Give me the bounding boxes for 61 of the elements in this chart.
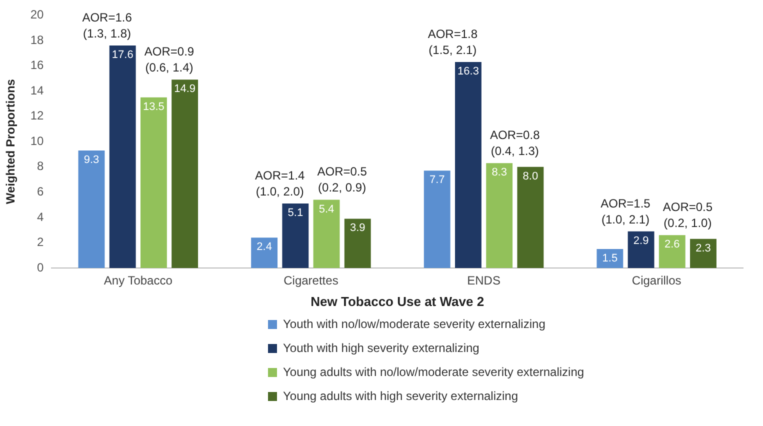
legend-label: Youth with high severity externalizing — [283, 341, 480, 355]
y-tick-label: 16 — [30, 58, 44, 72]
bar — [486, 163, 513, 268]
annotation: AOR=0.9 (0.6, 1.4) — [144, 44, 194, 75]
bar — [596, 249, 624, 268]
y-tick-label: 2 — [37, 235, 44, 250]
annotation: AOR=1.4 (1.0, 2.0) — [255, 168, 306, 199]
y-tick-label: 14 — [30, 83, 44, 98]
data-label: 3.9 — [350, 222, 366, 234]
data-label: 5.4 — [318, 203, 334, 216]
annotation: AOR=0.8 (0.4, 1.3) — [490, 128, 540, 158]
data-label: 9.3 — [84, 154, 100, 166]
bar — [251, 238, 278, 268]
annotation: AOR=0.5 (0.2, 0.9) — [317, 164, 368, 195]
bar — [140, 97, 167, 268]
bar — [628, 231, 654, 268]
y-tick-label: 4 — [37, 210, 44, 224]
y-tick-label: 8 — [37, 159, 44, 174]
data-label: 2.4 — [256, 241, 272, 254]
legend-label: Youth with no/low/moderate severity externalizing — [283, 317, 546, 331]
bar — [424, 170, 450, 268]
legend-label: Young adults with high severity externalizing — [283, 389, 518, 403]
annotation: AOR=0.5 (0.2, 1.0) — [662, 200, 713, 230]
data-label: 2.6 — [664, 238, 680, 251]
data-label: 1.5 — [602, 252, 618, 265]
data-label: 2.9 — [633, 234, 649, 247]
y-axis-title: Weighted Proportions — [4, 78, 18, 204]
legend-label: Young adults with no/low/moderate severity externalizing — [283, 365, 584, 379]
bar — [78, 150, 105, 268]
bar — [658, 235, 686, 268]
x-tick-label: ENDS — [467, 274, 500, 288]
annotation: AOR=1.5 (1.0, 2.1) — [600, 196, 651, 226]
bar — [313, 200, 340, 268]
y-tick-label: 6 — [37, 184, 44, 198]
bar — [344, 218, 371, 268]
data-label: 2.3 — [696, 242, 711, 254]
x-tick-label: Any Tobacco — [104, 274, 173, 288]
data-label: 17.6 — [112, 49, 134, 62]
data-label: 7.7 — [429, 174, 445, 186]
data-label: 13.5 — [142, 100, 164, 113]
bar — [455, 62, 482, 268]
bar — [690, 238, 716, 268]
bar — [109, 46, 136, 268]
y-tick-label: 0 — [37, 260, 44, 274]
data-label: 16.3 — [458, 66, 479, 78]
bar — [282, 204, 309, 268]
y-tick-label: 10 — [30, 134, 44, 148]
x-tick-label: Cigarillos — [632, 274, 682, 288]
data-label: 8.3 — [492, 166, 507, 179]
data-label: 5.1 — [288, 207, 304, 220]
data-label: 8.0 — [522, 170, 538, 182]
y-tick-label: 20 — [30, 8, 44, 22]
y-tick-label: 12 — [30, 108, 44, 123]
x-axis-title: New Tobacco Use at Wave 2 — [310, 294, 484, 309]
bar — [517, 166, 544, 268]
annotation: AOR=1.6 (1.3, 1.8) — [82, 10, 132, 41]
x-tick-label: Cigarettes — [284, 274, 338, 288]
y-tick-label: 18 — [30, 32, 44, 47]
annotation: AOR=1.8 (1.5, 2.1) — [428, 26, 478, 57]
bar — [172, 80, 198, 268]
data-label: 14.9 — [174, 83, 196, 96]
